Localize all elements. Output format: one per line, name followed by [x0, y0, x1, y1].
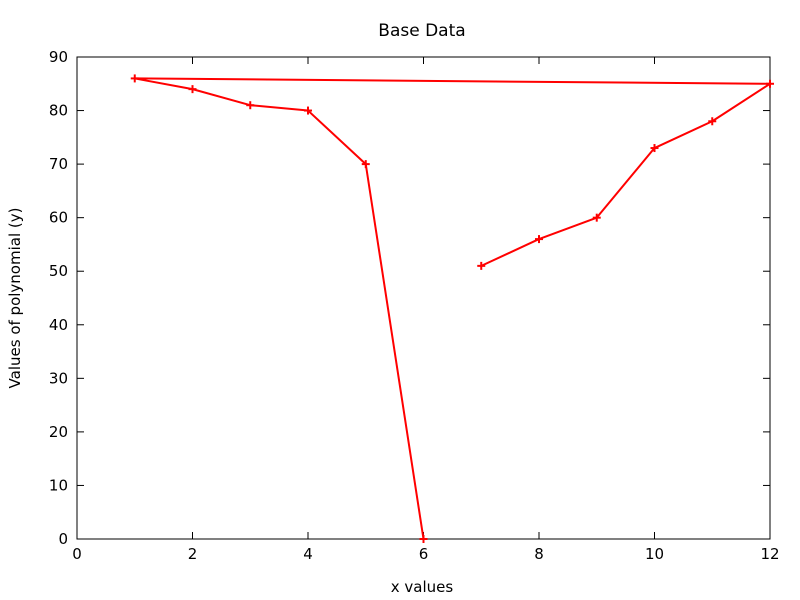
data-point — [592, 213, 601, 222]
y-tick-label: 0 — [58, 530, 68, 548]
y-tick-label: 50 — [49, 262, 68, 280]
y-tick-label: 80 — [49, 102, 68, 120]
y-tick-label: 20 — [49, 423, 68, 441]
y-axis-label: Values of polynomial (y) — [6, 208, 24, 389]
axis-ticks: 0 2 4 6 8 10 12 0 10 20 30 40 50 60 70 80 90 — [49, 48, 780, 563]
plot-frame — [76, 56, 771, 540]
chart-title: Base Data — [378, 21, 465, 41]
x-tick-label: 10 — [645, 545, 664, 563]
y-tick-label: 70 — [49, 155, 68, 173]
x-tick-label: 6 — [419, 545, 429, 563]
data-point — [477, 261, 486, 270]
y-tick-label: 60 — [49, 209, 68, 227]
data-point — [535, 235, 543, 244]
data-point — [708, 117, 717, 126]
x-tick-label: 8 — [534, 545, 544, 563]
x-axis-label: x values — [391, 578, 454, 596]
series-layer — [130, 74, 774, 543]
data-point — [419, 535, 428, 543]
y-tick-label: 40 — [49, 316, 68, 334]
data-point — [766, 79, 774, 88]
x-tick-label: 2 — [188, 545, 198, 563]
series-line — [133, 77, 771, 540]
y-tick-label: 10 — [49, 476, 68, 494]
data-point — [361, 160, 370, 169]
data-point — [188, 85, 197, 94]
x-tick-label: 0 — [72, 545, 82, 563]
x-tick-label: 4 — [303, 545, 313, 563]
y-tick-label: 30 — [49, 369, 68, 387]
x-tick-label: 12 — [760, 545, 779, 563]
data-point — [130, 74, 139, 83]
y-tick-label: 90 — [49, 48, 68, 66]
data-point — [650, 144, 659, 153]
data-point — [304, 106, 312, 115]
data-point — [246, 101, 255, 110]
